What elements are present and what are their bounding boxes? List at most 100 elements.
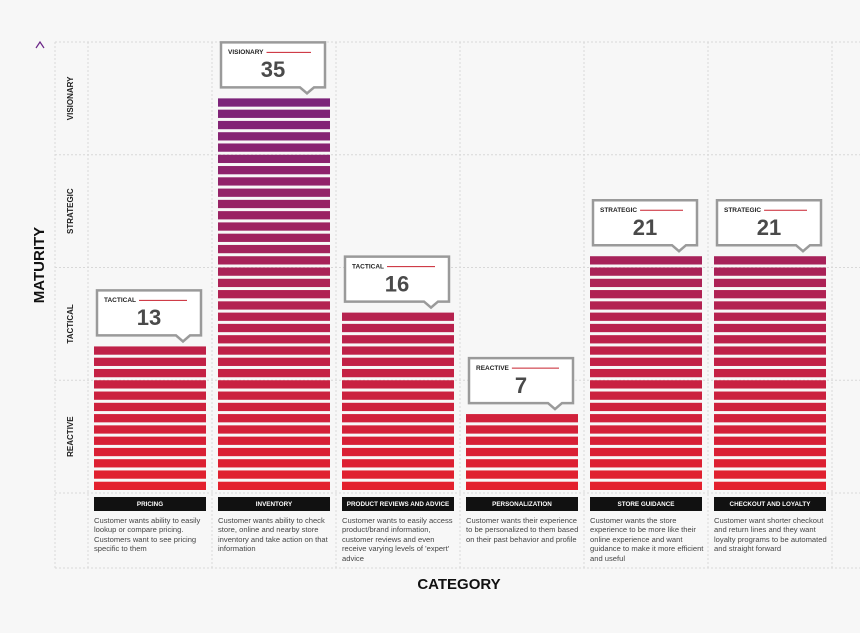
bar-stripe [714,312,826,321]
bar-stripe [94,470,206,479]
category-label-bg [218,497,330,511]
bar-stripe [714,459,826,468]
bar-stripe [466,436,578,445]
bar-stripe [218,447,330,457]
bar-stripe [218,335,330,344]
bar-stripe [590,323,702,333]
bar-stripe [218,470,330,479]
bar-stripe [590,301,702,310]
x-tick-label: PERSONALIZATION [492,501,552,508]
bar-stripe [342,391,454,400]
bar-stripe [218,380,330,389]
x-tick-label: PRICING [137,501,163,508]
bar-stripe [342,470,454,479]
category-label-bg [590,497,702,511]
category-label-bg [342,497,454,511]
bar-stripe [94,357,206,366]
bar-stripe [94,368,206,378]
bar-stripe [218,233,330,242]
data-label: 16 [385,271,409,296]
bar-stripe [590,312,702,321]
bar-stripe [466,459,578,468]
bar-stripe [94,425,206,434]
bar-stripe [218,143,330,152]
bar-stripe [342,323,454,333]
bar-stripe [714,335,826,344]
bar-stripe [342,481,454,490]
bar-stripe [342,380,454,389]
bar-stripe [590,335,702,344]
bar-stripe [342,335,454,344]
bar-stripe [714,470,826,479]
bar-stripe [218,481,330,490]
bar-stripe [714,368,826,378]
bar-stripe [342,368,454,378]
bar-stripe [714,447,826,457]
bar-stripe [94,436,206,445]
bar-stripe [714,436,826,445]
bar-stripe [714,481,826,490]
bar-stripe [590,481,702,490]
bar-stripe [590,459,702,468]
category-description: Customer wants ability to check store, o… [218,516,328,554]
data-label: 21 [757,215,781,240]
bar-stripe [590,267,702,276]
bar-stripe [466,425,578,434]
bar-stripe [218,436,330,445]
bar-stripe [714,346,826,355]
bar-stripe [714,402,826,412]
bar-stripe [342,447,454,457]
x-tick-label: CHECKOUT AND LOYALTY [730,501,812,508]
bar-stripe [590,256,702,265]
bar-stripe [94,481,206,490]
bar-stripe [218,402,330,412]
bar-stripe [342,436,454,445]
callout-level: TACTICAL [352,263,384,270]
bar-stripe [590,436,702,445]
y-band-label: STRATEGIC [66,188,75,234]
callout [591,198,699,253]
callout-level: STRATEGIC [724,207,761,214]
bar-stripe [218,222,330,231]
callout [219,41,327,96]
callout [343,255,451,310]
bar-stripe [218,154,330,164]
bar-stripe [466,447,578,457]
bar-stripe [714,380,826,389]
bar-stripe [714,267,826,276]
bar [342,312,454,490]
bar-stripe [218,132,330,141]
bar-stripe [94,402,206,412]
bar-stripe [590,447,702,457]
bar-stripe [342,414,454,423]
bar-stripe [218,391,330,400]
bar-stripe [218,256,330,265]
bar-stripe [94,346,206,355]
x-tick-label: STORE GUIDANCE [618,501,675,508]
bar-stripe [218,188,330,197]
bar-stripe [590,414,702,423]
x-tick-label: INVENTORY [256,501,293,508]
bar-stripe [218,211,330,220]
bar-stripe [218,98,330,107]
callout [715,198,823,253]
bar-stripe [94,380,206,389]
bar-stripe [218,425,330,434]
y-band-label: TACTICAL [66,304,75,344]
bar-stripe [342,402,454,412]
axis-title-bg [28,215,52,315]
bar-stripe [94,447,206,457]
callout-level: STRATEGIC [600,207,637,214]
bar-stripe [218,109,330,118]
bar-stripe [714,290,826,299]
bar-stripe [466,470,578,479]
category-description: Customer wants the store experience to b… [590,516,704,563]
bar-stripe [590,278,702,288]
x-tick-label: PRODUCT REVIEWS AND ADVICE [347,501,449,508]
bar [590,256,702,490]
category-description: Customer want shorter checkout and retur… [714,516,827,554]
bar-stripe [218,166,330,175]
bar [714,256,826,490]
bar-stripe [218,278,330,288]
